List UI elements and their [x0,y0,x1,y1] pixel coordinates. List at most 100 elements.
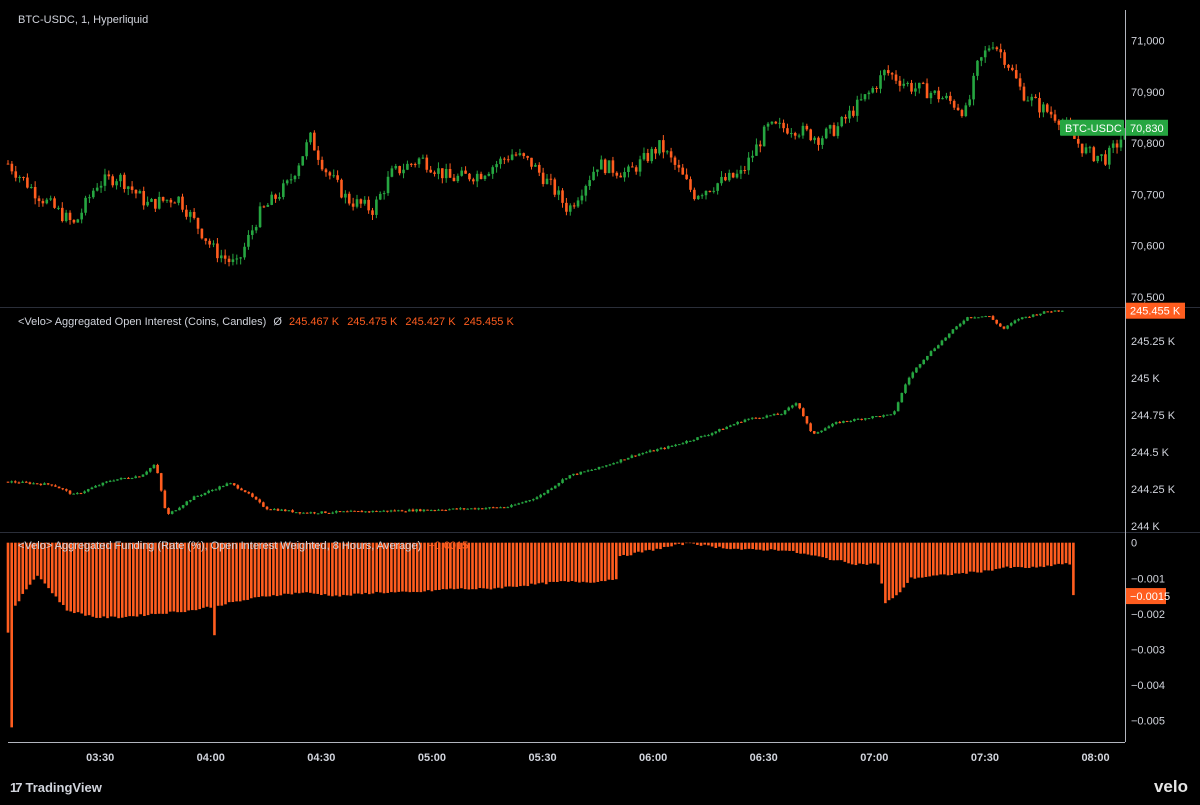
funding-bar [283,542,286,594]
funding-bar [777,542,780,551]
candle-body [112,480,116,482]
funding-bar [109,542,113,617]
candle-body [363,199,367,204]
candle-body [426,509,429,511]
candle-body [404,511,407,513]
funding-bar [445,542,448,590]
candle-body [390,168,394,177]
candle-body [692,439,696,441]
funding-bar [758,542,762,550]
y-tick-label: 70,900 [1131,87,1165,99]
funding-bar [928,542,931,577]
candle-body [798,403,801,409]
funding-pane-legend[interactable]: <Velo> Aggregated Funding (Rate (%), Ope… [18,540,468,552]
candle-body [386,176,390,194]
candle-body [696,437,699,440]
oi-legend-text: <Velo> Aggregated Open Interest (Coins, … [18,316,267,328]
funding-bar [161,542,165,614]
candle-body [729,425,732,427]
candle-body [99,185,103,188]
candle-body [219,255,223,259]
candle-body [933,348,936,352]
candle-body [324,511,327,513]
funding-bar [179,542,183,613]
funding-bar [530,542,533,584]
candle-body [834,422,838,424]
candle-body [693,189,696,200]
funding-bar [327,542,331,596]
candle-body [97,485,101,487]
candle-body [331,512,334,514]
funding-bar [36,542,39,576]
candle-body [579,471,583,475]
candle-body [947,333,951,338]
funding-bar [98,542,102,618]
candle-body [557,482,561,486]
candle-body [874,416,878,418]
funding-bar [231,542,235,603]
candle-body [1088,147,1092,149]
candle-body [1057,310,1060,312]
funding-bar [128,542,131,617]
funding-bar [673,542,677,545]
funding-bar [869,542,872,564]
candle-body [127,477,130,479]
funding-bar [559,542,563,582]
oi-value-badge [1126,302,1185,319]
candle-body [313,132,316,151]
funding-bar [913,542,917,579]
candle-body [750,417,754,419]
candle-body [718,428,721,432]
candle-body [605,465,608,467]
candle-body [79,493,83,495]
funding-bar [91,542,95,617]
tradingview-logo[interactable]: 17 TradingView [10,780,102,795]
funding-bar [419,542,423,593]
candle-body [926,355,929,360]
candle-body [159,473,163,491]
funding-bar [891,542,895,599]
funding-bar [272,542,275,596]
funding-bar [1046,542,1049,566]
candle-body [787,407,791,411]
funding-bar [54,542,58,597]
funding-bar [832,542,836,561]
funding-bar [847,542,850,564]
candle-body [685,440,688,444]
candle-body [1007,64,1010,68]
candle-body [65,489,68,491]
candle-body [871,416,874,419]
funding-bar [677,542,681,544]
candle-body [831,423,834,427]
candle-body [619,459,623,463]
candle-body [991,47,995,49]
funding-bar [795,542,799,553]
candle-body [710,433,714,436]
funding-bar [592,542,596,583]
candle-body [200,228,204,239]
price-pane-legend[interactable]: BTC-USDC, 1, Hyperliquid [18,14,148,26]
candle-body [165,199,169,201]
candle-body [389,510,393,512]
funding-bar [932,542,935,576]
funding-bar [434,542,437,591]
candle-body [35,483,39,485]
funding-bar [788,542,791,551]
candle-body [221,486,225,488]
candle-body [626,457,630,460]
funding-bar [489,542,493,590]
candle-body [116,479,119,481]
oi-high-value: 245.475 K [347,316,398,328]
candle-body [64,212,68,222]
oi-pane-legend[interactable]: <Velo> Aggregated Open Interest (Coins, … [18,316,519,328]
candle-body [483,175,487,179]
candle-body [60,207,64,222]
candle-body [885,414,889,416]
y-tick-label: 70,500 [1131,292,1165,304]
candle-body [603,159,607,174]
funding-bar [320,542,323,596]
candle-body [448,168,452,178]
candle-body [382,510,386,512]
candle-body [57,207,60,209]
